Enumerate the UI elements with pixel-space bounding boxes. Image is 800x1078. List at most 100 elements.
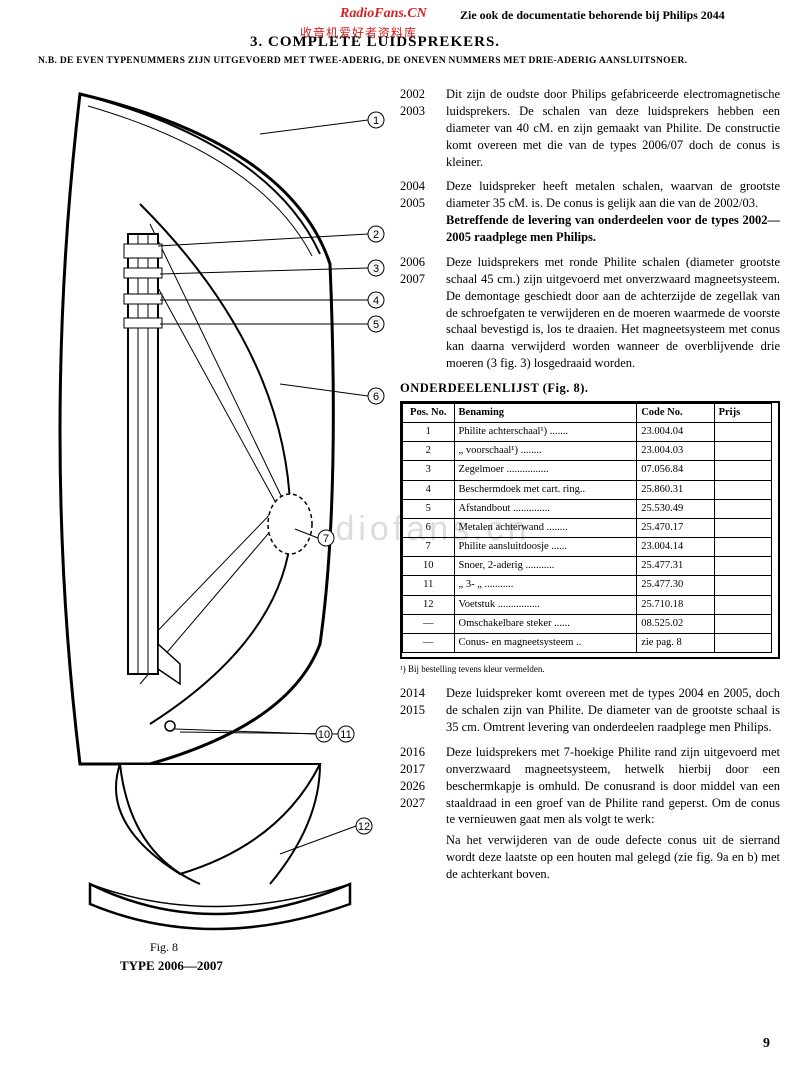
entry-text: Deze luidspreker heeft metalen schalen, …: [446, 178, 780, 246]
type-entry: 2016201720262027Deze luidsprekers met 7-…: [400, 744, 780, 883]
callout-number: 11: [340, 729, 351, 741]
table-cell: 4: [403, 480, 455, 499]
callout-number: 3: [373, 263, 379, 275]
table-cell: Omschakelbare steker ......: [454, 614, 637, 633]
table-cell: —: [403, 633, 455, 652]
type-numbers: 20042005: [400, 178, 446, 246]
table-cell: [714, 595, 771, 614]
table-header-row: Pos. No. Benaming Code No. Prijs: [403, 403, 772, 422]
table-cell: 23.004.14: [637, 538, 714, 557]
table-cell: Beschermdoek met cart. ring..: [454, 480, 637, 499]
callout-number: 4: [373, 295, 379, 307]
entry-text: Deze luidsprekers met ronde Philite scha…: [446, 254, 780, 372]
table-cell: Voetstuk ................: [454, 595, 637, 614]
table-cell: 7: [403, 538, 455, 557]
parts-list-title: ONDERDEELENLIJST (Fig. 8).: [400, 380, 780, 397]
type-numbers: 20062007: [400, 254, 446, 372]
table-cell: 25.860.31: [637, 480, 714, 499]
table-row: 3Zegelmoer ................07.056.84: [403, 461, 772, 480]
table-row: 12Voetstuk ................25.710.18: [403, 595, 772, 614]
col-name: Benaming: [454, 403, 637, 422]
table-cell: Metalen achterwand ........: [454, 518, 637, 537]
table-cell: Afstandbout ..............: [454, 499, 637, 518]
loudspeaker-diagram: 1234567101112: [20, 84, 390, 934]
table-cell: „ 3- „ ...........: [454, 576, 637, 595]
table-cell: Philite aansluitdoosje ......: [454, 538, 637, 557]
callout-number: 12: [358, 821, 370, 833]
type-number: 2027: [400, 795, 446, 812]
figure-caption: Fig. 8: [150, 940, 178, 955]
parts-table: Pos. No. Benaming Code No. Prijs 1Philit…: [402, 403, 772, 653]
callout-number: 7: [323, 533, 329, 545]
table-cell: 23.004.04: [637, 423, 714, 442]
table-cell: 25.530.49: [637, 499, 714, 518]
table-cell: 6: [403, 518, 455, 537]
table-row: —Conus- en magneetsysteem ..zie pag. 8: [403, 633, 772, 652]
col-pos: Pos. No.: [403, 403, 455, 422]
table-cell: 23.004.03: [637, 442, 714, 461]
table-cell: 25.470.17: [637, 518, 714, 537]
table-row: 5Afstandbout ..............25.530.49: [403, 499, 772, 518]
table-cell: zie pag. 8: [637, 633, 714, 652]
table-row: 6Metalen achterwand ........25.470.17: [403, 518, 772, 537]
table-cell: 2: [403, 442, 455, 461]
callout-number: 1: [373, 115, 379, 127]
col-code: Code No.: [637, 403, 714, 422]
type-number: 2006: [400, 254, 446, 271]
table-cell: 12: [403, 595, 455, 614]
table-cell: 1: [403, 423, 455, 442]
type-number: 2003: [400, 103, 446, 120]
table-cell: Philite achterschaal¹) .......: [454, 423, 637, 442]
type-entry: 20022003Dit zijn de oudste door Philips …: [400, 86, 780, 170]
table-row: 1Philite achterschaal¹) .......23.004.04: [403, 423, 772, 442]
type-numbers: 20022003: [400, 86, 446, 170]
figure-type-label: TYPE 2006—2007: [120, 958, 223, 974]
type-number: 2004: [400, 178, 446, 195]
table-cell: Zegelmoer ................: [454, 461, 637, 480]
type-number: 2014: [400, 685, 446, 702]
table-cell: [714, 518, 771, 537]
table-cell: 25.477.30: [637, 576, 714, 595]
table-cell: [714, 633, 771, 652]
type-numbers: 20142015: [400, 685, 446, 736]
type-number: 2016: [400, 744, 446, 761]
type-number: 2017: [400, 761, 446, 778]
table-cell: [714, 576, 771, 595]
table-cell: [714, 557, 771, 576]
type-entry: 20142015Deze luidspreker komt overeen me…: [400, 685, 780, 736]
type-number: 2005: [400, 195, 446, 212]
table-cell: 3: [403, 461, 455, 480]
type-number: 2002: [400, 86, 446, 103]
table-cell: „ voorschaal¹) ........: [454, 442, 637, 461]
callout-number: 10: [318, 729, 330, 741]
watermark-header-1: RadioFans.CN: [340, 6, 427, 22]
text-column: 20022003Dit zijn de oudste door Philips …: [400, 86, 780, 891]
table-cell: Snoer, 2-aderig ...........: [454, 557, 637, 576]
doc-crossref: Zie ook de documentatie behorende bij Ph…: [460, 8, 725, 23]
table-row: 4Beschermdoek met cart. ring..25.860.31: [403, 480, 772, 499]
table-row: 7Philite aansluitdoosje ......23.004.14: [403, 538, 772, 557]
table-cell: [714, 499, 771, 518]
entry-text: Deze luidspreker komt overeen met de typ…: [446, 685, 780, 736]
type-number: 2026: [400, 778, 446, 795]
table-cell: [714, 423, 771, 442]
entry-text: Dit zijn de oudste door Philips gefabric…: [446, 86, 780, 170]
type-number: 2007: [400, 271, 446, 288]
section-title: 3. COMPLETE LUIDSPREKERS.: [250, 34, 500, 51]
table-cell: Conus- en magneetsysteem ..: [454, 633, 637, 652]
col-price: Prijs: [714, 403, 771, 422]
table-cell: 07.056.84: [637, 461, 714, 480]
table-cell: 5: [403, 499, 455, 518]
table-cell: [714, 538, 771, 557]
callout-number: 2: [373, 229, 379, 241]
nb-note: N.B. DE EVEN TYPENUMMERS ZIJN UITGEVOERD…: [38, 56, 687, 66]
table-cell: [714, 461, 771, 480]
table-row: —Omschakelbare steker ......08.525.02: [403, 614, 772, 633]
table-row: 10Snoer, 2-aderig ...........25.477.31: [403, 557, 772, 576]
entry-text: Deze luidsprekers met 7-hoekige Philite …: [446, 744, 780, 883]
table-cell: [714, 480, 771, 499]
type-number: 2015: [400, 702, 446, 719]
table-cell: 25.710.18: [637, 595, 714, 614]
table-cell: [714, 442, 771, 461]
entry-extra: Na het verwijderen van de oude defecte c…: [446, 832, 780, 883]
